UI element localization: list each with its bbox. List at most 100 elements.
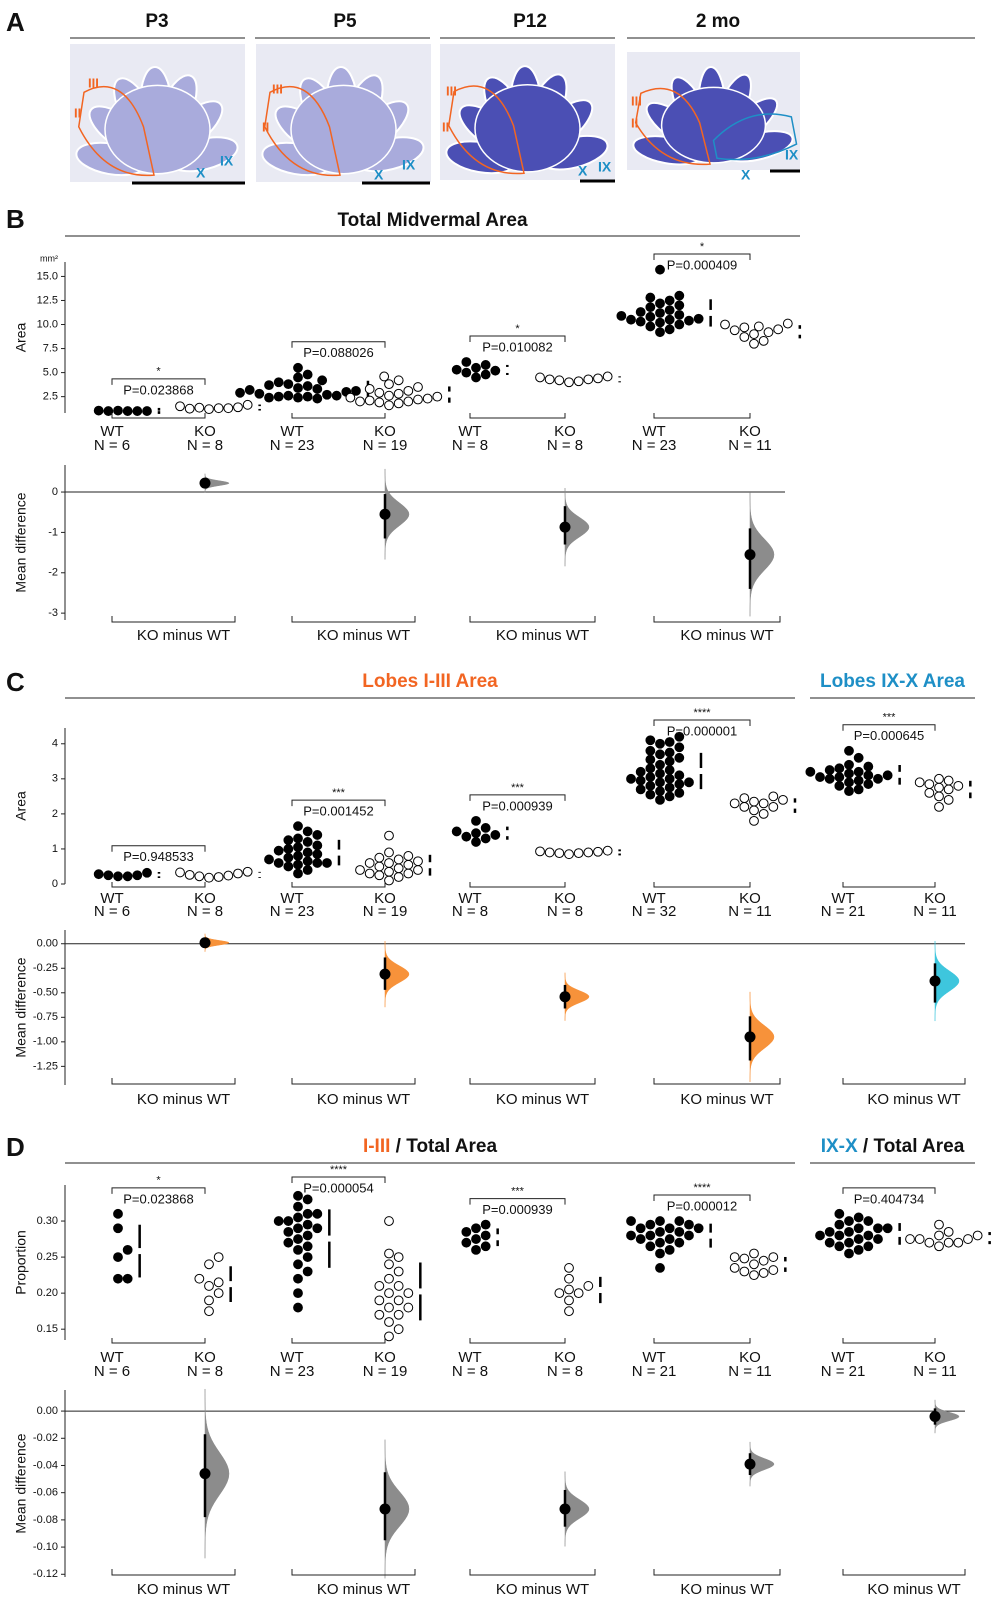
data-point: [414, 857, 423, 866]
lobe-label: IX: [785, 147, 799, 163]
data-point: [646, 312, 655, 321]
data-point: [472, 1245, 481, 1254]
significance: ****: [330, 1164, 348, 1176]
data-point: [675, 320, 684, 329]
n-label: N = 8: [452, 1363, 488, 1380]
data-point: [143, 407, 152, 416]
significance: *: [515, 323, 520, 335]
data-point: [313, 859, 322, 868]
lobe-label: X: [741, 167, 751, 183]
data-point: [394, 389, 403, 398]
data-point: [944, 1238, 953, 1247]
data-point: [759, 336, 768, 345]
n-label: N = 8: [452, 437, 488, 454]
data-point: [825, 774, 834, 783]
n-label: N = 21: [632, 1363, 677, 1380]
data-point: [313, 831, 322, 840]
data-point: [274, 1217, 283, 1226]
data-point: [665, 783, 674, 792]
data-point: [536, 373, 545, 382]
data-point: [385, 1303, 394, 1312]
data-point: [646, 790, 655, 799]
data-point: [452, 827, 461, 836]
data-point: [284, 845, 293, 854]
data-point: [123, 407, 132, 416]
y-axis-label: Area: [13, 791, 29, 821]
y-tick-label: -0.25: [33, 962, 58, 974]
data-point: [385, 1332, 394, 1341]
p-value: P=0.000054: [303, 1180, 373, 1195]
data-point: [915, 778, 924, 787]
mean-difference: [560, 1504, 571, 1515]
contrast-bracket: [654, 616, 780, 622]
data-point: [646, 1220, 655, 1229]
data-point: [555, 1289, 564, 1298]
data-point: [294, 1235, 303, 1244]
data-point: [404, 1303, 413, 1312]
data-point: [685, 1220, 694, 1229]
data-point: [481, 834, 490, 843]
data-point: [545, 848, 554, 857]
title-part: Lobes I-III Area: [362, 671, 498, 692]
data-point: [491, 831, 500, 840]
data-point: [779, 795, 788, 804]
mean-difference: [745, 1459, 756, 1470]
data-point: [385, 848, 394, 857]
n-label: N = 6: [94, 437, 130, 454]
n-label: N = 21: [821, 1363, 866, 1380]
data-point: [294, 822, 303, 831]
data-point: [750, 1249, 759, 1258]
data-point: [313, 394, 322, 403]
p-value: P=0.000409: [667, 257, 737, 272]
y-tick-label: 4: [52, 738, 58, 750]
data-point: [294, 1289, 303, 1298]
group-bracket: [292, 882, 385, 887]
data-point: [472, 838, 481, 847]
y-tick-label: -1.00: [33, 1036, 58, 1048]
data-point: [925, 1238, 934, 1247]
data-point: [656, 760, 665, 769]
group-bracket: [654, 1338, 750, 1343]
data-point: [385, 859, 394, 868]
n-label: N = 23: [270, 1363, 315, 1380]
n-label: N = 19: [363, 903, 408, 920]
data-point: [565, 378, 574, 387]
p-value: P=0.000939: [482, 798, 552, 813]
data-point: [414, 866, 423, 875]
data-point: [462, 832, 471, 841]
n-label: N = 8: [187, 1363, 223, 1380]
data-point: [845, 769, 854, 778]
lobe-label: II: [74, 105, 81, 120]
contrast-label: KO minus WT: [317, 1091, 410, 1108]
data-point: [385, 831, 394, 840]
data-point: [574, 1289, 583, 1298]
y-tick-label: -1.25: [33, 1060, 58, 1072]
data-point: [274, 378, 283, 387]
data-point: [385, 867, 394, 876]
contrast-label: KO minus WT: [496, 1581, 589, 1598]
title-part: I-III: [363, 1136, 390, 1157]
lobe-label: III: [88, 75, 99, 90]
contrast-bracket: [470, 616, 595, 622]
data-point: [303, 866, 312, 875]
data-point: [365, 385, 374, 394]
y-tick-label: -2: [48, 567, 58, 579]
contrast-label: KO minus WT: [496, 627, 589, 644]
data-point: [665, 296, 674, 305]
data-point: [954, 1238, 963, 1247]
contrast-label: KO minus WT: [317, 1581, 410, 1598]
data-point: [481, 824, 490, 833]
data-point: [234, 403, 243, 412]
n-label: N = 8: [187, 437, 223, 454]
data-point: [636, 776, 645, 785]
data-point: [565, 1307, 574, 1316]
data-point: [114, 1253, 123, 1262]
data-point: [935, 1231, 944, 1240]
data-point: [675, 310, 684, 319]
panel-label: B: [6, 204, 25, 234]
n-label: N = 19: [363, 1363, 408, 1380]
data-point: [143, 868, 152, 877]
p-value: P=0.000012: [667, 1198, 737, 1213]
data-point: [636, 1235, 645, 1244]
data-point: [854, 1235, 863, 1244]
